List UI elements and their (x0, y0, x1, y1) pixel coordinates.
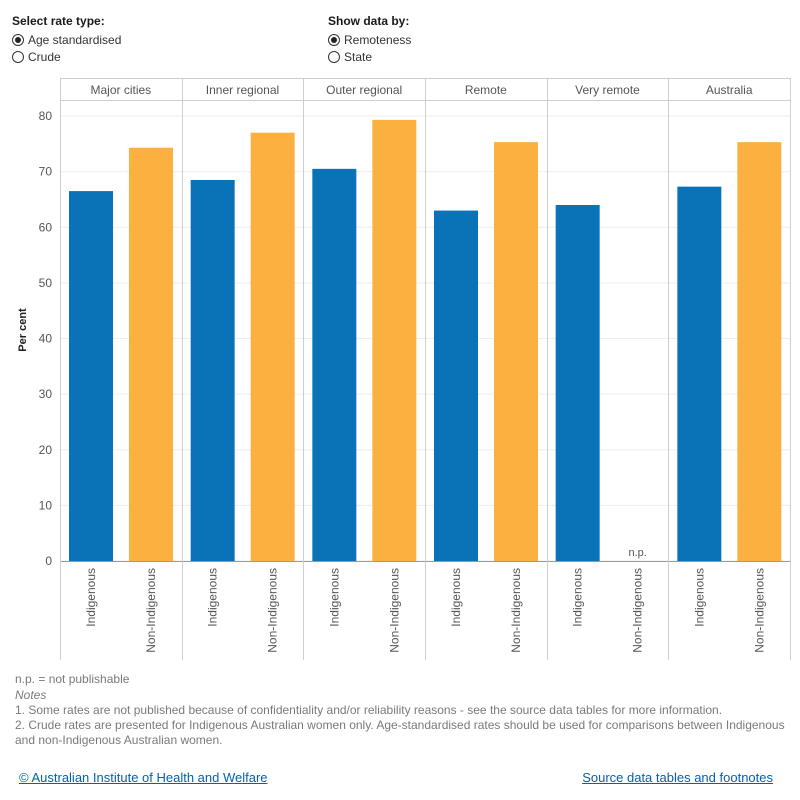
show-by-title: Show data by: (328, 14, 410, 28)
y-tick-label: 70 (39, 165, 53, 179)
radio-selected-icon[interactable] (12, 33, 24, 46)
x-tick-label: Indigenous (449, 568, 463, 627)
bar (190, 179, 235, 561)
x-tick-label: Non-Indigenous (144, 568, 158, 653)
y-tick-label: 10 (39, 498, 53, 512)
radio-label: State (344, 49, 373, 64)
x-tick-label: Indigenous (206, 568, 220, 627)
panel-header: Outer regional (326, 83, 402, 97)
x-tick-label: Indigenous (571, 568, 585, 627)
x-tick-label: Indigenous (84, 568, 98, 627)
radio-remoteness[interactable]: Remoteness (328, 31, 411, 48)
radio-unselected-icon[interactable] (328, 50, 340, 63)
np-note: n.p. = not publishable (15, 672, 130, 686)
bar (250, 132, 295, 561)
y-tick-label: 60 (39, 220, 53, 234)
y-tick-label: 80 (39, 109, 53, 123)
x-tick-label: Non-Indigenous (752, 568, 766, 653)
bar (737, 142, 782, 562)
y-tick-label: 40 (39, 332, 53, 346)
radio-label: Crude (28, 49, 61, 64)
panel-header: Very remote (575, 83, 640, 97)
x-tick-label: Indigenous (327, 568, 341, 627)
panel-header: Remote (465, 83, 507, 97)
radio-selected-icon[interactable] (328, 33, 340, 46)
bar (129, 147, 173, 562)
radio-state[interactable]: State (328, 48, 411, 65)
show-by-control: Show data by: Remoteness State (328, 14, 411, 65)
bar-chart: 0 10 20 30 40 50 60 70 80 Per cent Major cities Ind… (17, 78, 791, 660)
x-tick-label: Non-Indigenous (509, 568, 523, 653)
y-tick-label: 0 (45, 554, 52, 568)
x-tick-label: Indigenous (692, 568, 706, 627)
note-2: 2. Crude rates are presented for Indigen… (15, 718, 785, 747)
panel-header: Australia (706, 83, 753, 97)
y-tick-label: 50 (39, 276, 53, 290)
bar (312, 168, 357, 561)
rate-type-title: Select rate type: (12, 14, 105, 28)
radio-crude[interactable]: Crude (12, 48, 121, 65)
note-1: 1. Some rates are not published because … (15, 703, 723, 717)
panel-header: Major cities (90, 83, 151, 97)
x-tick-label: Non-Indigenous (387, 568, 401, 653)
bar (555, 205, 600, 561)
radio-label: Age standardised (28, 32, 122, 47)
y-tick-label: 20 (39, 443, 53, 457)
notes-section: n.p. = not publishable Notes 1. Some rat… (15, 672, 790, 748)
panel-header: Inner regional (206, 83, 279, 97)
missing-value-label: n.p. (628, 547, 646, 559)
bar (69, 191, 113, 561)
bar (372, 119, 417, 562)
radio-label: Remoteness (344, 32, 412, 47)
x-tick-label: Non-Indigenous (631, 568, 645, 653)
notes-heading: Notes (15, 688, 47, 702)
y-axis-title: Per cent (17, 308, 29, 352)
radio-age-standardised[interactable]: Age standardised (12, 31, 121, 48)
radio-unselected-icon[interactable] (12, 50, 24, 63)
copyright-link[interactable]: © Australian Institute of Health and Wel… (19, 770, 268, 785)
source-data-link[interactable]: Source data tables and footnotes (582, 770, 773, 785)
bar (434, 210, 478, 561)
bar (677, 186, 722, 562)
rate-type-control: Select rate type: Age standardised Crude (12, 14, 121, 65)
bar (494, 142, 538, 562)
x-tick-label: Non-Indigenous (266, 568, 280, 653)
y-tick-label: 30 (39, 387, 53, 401)
